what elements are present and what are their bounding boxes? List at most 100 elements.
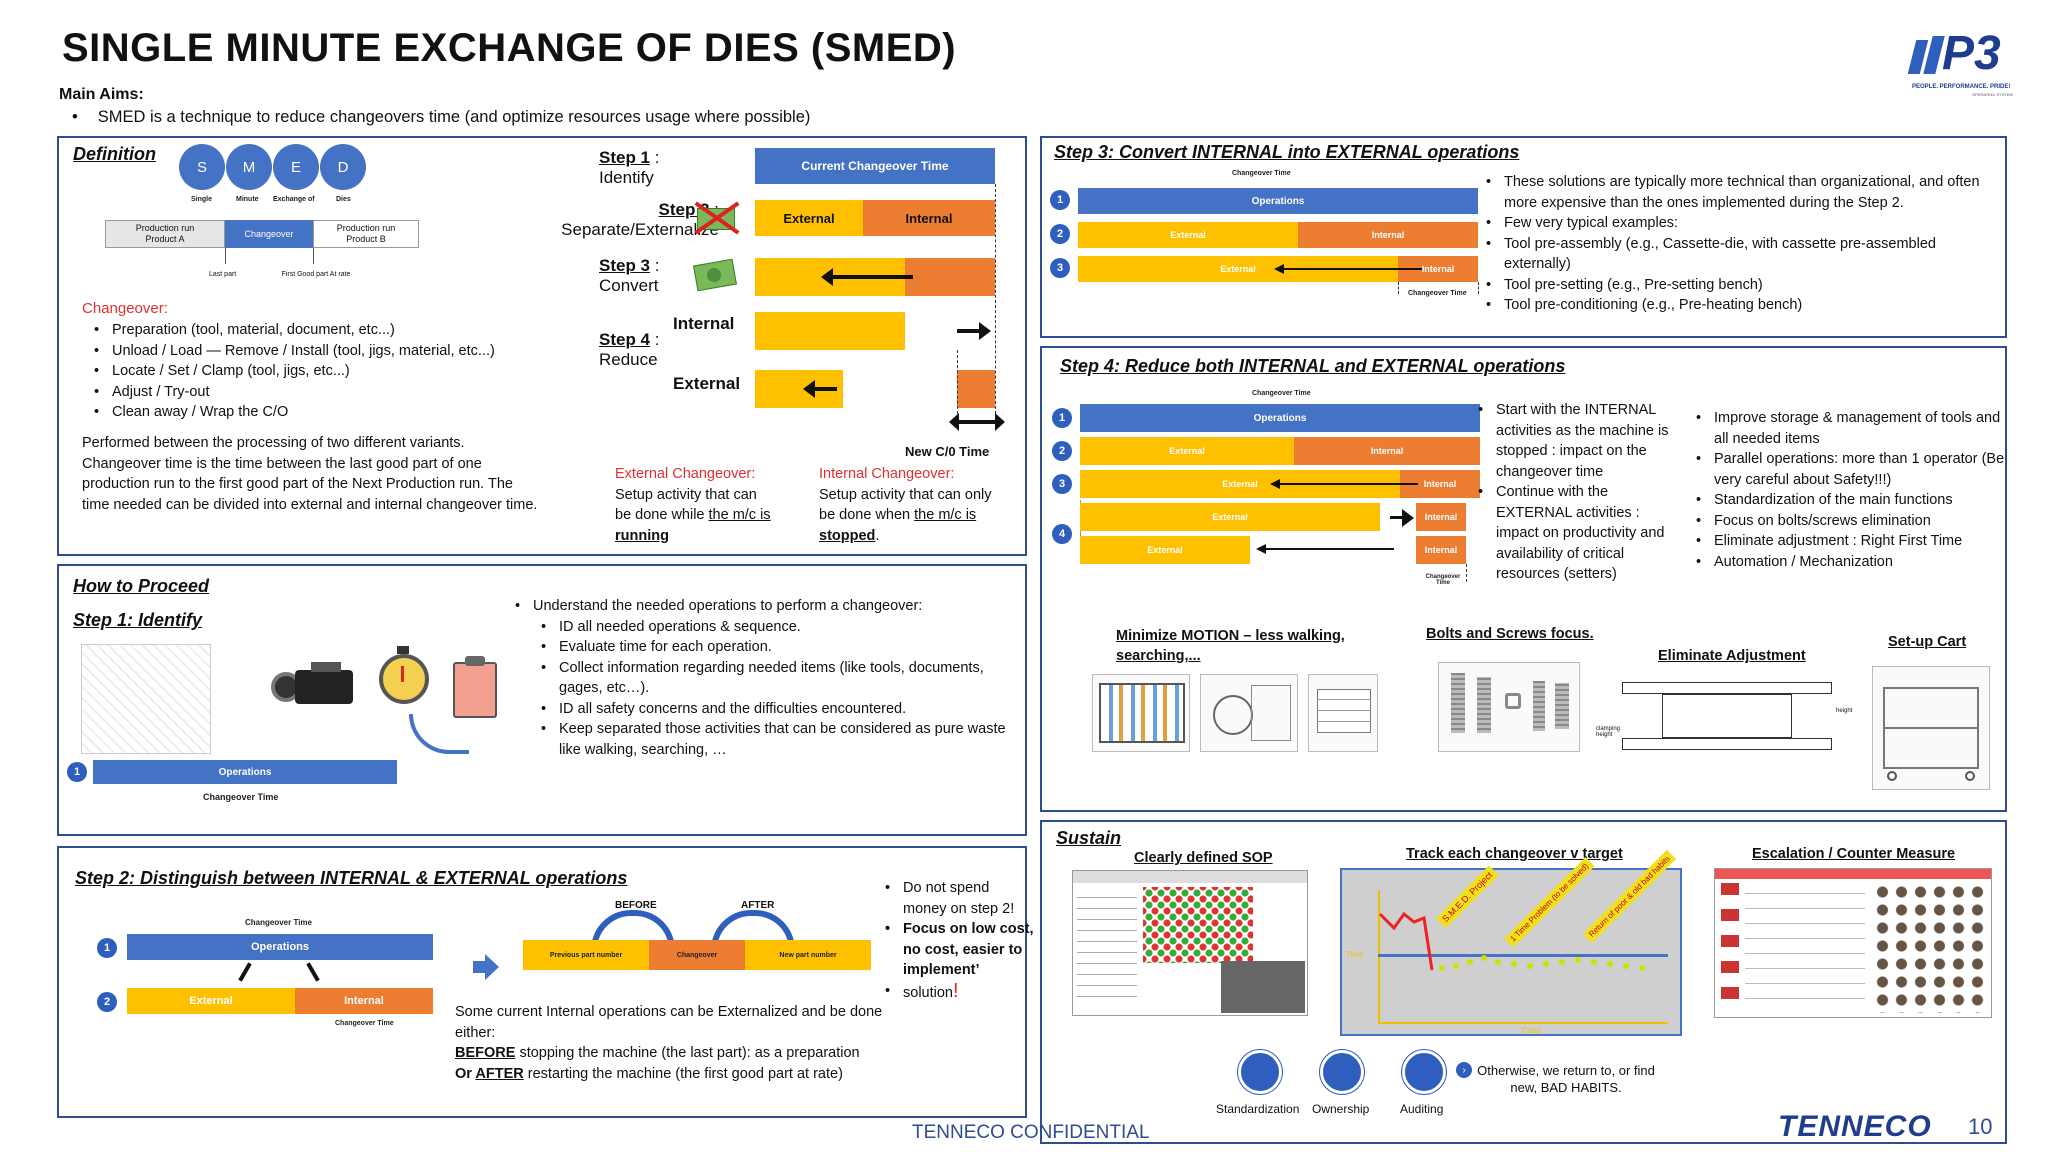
escalation-image xyxy=(1714,868,1992,1018)
step4-num-3: 3 xyxy=(1052,474,1072,494)
sustain-panel: Sustain Clearly defined SOP Track each c… xyxy=(1040,820,2007,1144)
after-label: AFTER xyxy=(741,900,775,911)
sustain-header: Sustain xyxy=(1056,828,1122,848)
definition-header: Definition xyxy=(73,144,156,164)
step3-bullets: These solutions are typically more techn… xyxy=(1486,172,1996,316)
step4-internal-bar xyxy=(957,370,995,408)
step2-internal-bar: Internal xyxy=(863,200,995,236)
external-changeover-def: External Changeover: Setup activity that… xyxy=(615,466,771,544)
page-number: 10 xyxy=(1968,1114,1993,1139)
step2-text: Some current Internal operations can be … xyxy=(455,1004,883,1082)
step3-num-3: 3 xyxy=(1050,258,1070,278)
step2-num-1: 1 xyxy=(97,938,117,958)
auditing-icon xyxy=(1402,1050,1446,1094)
step4-num-2: 2 xyxy=(1052,441,1072,461)
step3-num-2: 2 xyxy=(1050,224,1070,244)
ownership-icon xyxy=(1320,1050,1364,1094)
step4-num-1: 1 xyxy=(1052,408,1072,428)
step2-int-bar: Internal xyxy=(295,988,433,1014)
bolts-label: Bolts and Screws focus. xyxy=(1426,626,1594,642)
machine-image xyxy=(1200,674,1298,752)
bad-habits-text: Otherwise, we return to, or find new, BA… xyxy=(1477,1063,1655,1095)
confidential-label: TENNECO CONFIDENTIAL xyxy=(912,1122,1150,1143)
step3-panel: Step 3: Convert INTERNAL into EXTERNAL o… xyxy=(1040,136,2007,338)
proceed-num-1: 1 xyxy=(67,762,87,782)
main-aims-text: • SMED is a technique to reduce changeove… xyxy=(72,108,811,126)
step2-header: Step 2: Distinguish between INTERNAL & E… xyxy=(75,868,628,888)
step3-ops-bar: Operations xyxy=(1078,188,1478,214)
main-aims-label: Main Aims: xyxy=(59,86,144,103)
proceed-ops-bar: Operations xyxy=(93,760,397,784)
proceed-bullets: Understand the needed operations to perf… xyxy=(515,596,1015,760)
step4-ext-bar-2: External xyxy=(1080,437,1294,465)
step3-arrow xyxy=(821,268,913,286)
crossed-money-icon xyxy=(691,200,741,238)
step3-int-bar-2: Internal xyxy=(1298,222,1478,248)
eliminate-adjust-label: Eliminate Adjustment xyxy=(1658,648,1806,664)
step4-bullets-a: Start with the INTERNAL activities as th… xyxy=(1478,400,1678,585)
sop-label: Clearly defined SOP xyxy=(1134,850,1273,866)
step2-ext-bar: External xyxy=(127,988,295,1014)
step4-ext-bar-4b: External xyxy=(1080,536,1250,564)
ownership-label: Ownership xyxy=(1312,1102,1370,1116)
sop-image xyxy=(1072,870,1308,1016)
page-title: SINGLE MINUTE EXCHANGE OF DIES (SMED) xyxy=(62,26,957,70)
step4-int-bar-4a: Internal xyxy=(1416,503,1466,531)
new-part-bar: New part number xyxy=(745,940,871,970)
auditing-label: Auditing xyxy=(1400,1102,1444,1116)
step2-label: Step 2 :Separate/Externalize xyxy=(561,200,719,239)
cart-image-1 xyxy=(1308,674,1378,752)
before-label: BEFORE xyxy=(615,900,657,911)
step4-num-4: 4 xyxy=(1052,524,1072,544)
smed-letters: S M E D Single Minute Exchange of Dies xyxy=(179,144,379,204)
proceed-step1: Step 1: Identify xyxy=(73,610,203,630)
new-co-label: New C/0 Time xyxy=(905,444,990,459)
tracking-chart: S.M.E.D. Project 1 Time Problem (to be s… xyxy=(1340,849,1682,1036)
step4-ext-bar-4a: External xyxy=(1080,503,1380,531)
standardization-label: Standardization xyxy=(1216,1102,1300,1116)
proceed-panel: How to Proceed Step 1: Identify 1 Operat… xyxy=(57,564,1027,836)
step4-int-bar-4b: Internal xyxy=(1416,536,1466,564)
step4-arrow-b xyxy=(803,380,837,398)
step3-label: Step 3 : Convert xyxy=(599,256,660,295)
adjustment-diagram: clamping height height xyxy=(1596,678,1852,754)
step3-ext-bar-2: External xyxy=(1078,222,1298,248)
stopwatch-icon xyxy=(377,646,433,706)
timeline-diagram: Production run Product A Changeover Prod… xyxy=(105,220,425,300)
step3-internal-bar xyxy=(905,258,995,296)
chevron-right-icon: › xyxy=(1456,1062,1472,1078)
step1-label: Step 1 : Identify xyxy=(599,148,660,187)
prev-part-bar: Previous part number xyxy=(523,940,649,970)
money-icon xyxy=(693,258,737,292)
blue-arrow-icon xyxy=(473,954,499,980)
standardization-icon xyxy=(1238,1050,1282,1094)
changeover-label: Changeover: xyxy=(82,300,168,317)
clipboard-icon xyxy=(449,656,501,720)
curved-arrow xyxy=(409,714,469,754)
tool-board-image xyxy=(1092,674,1190,752)
step3-header: Step 3: Convert INTERNAL into EXTERNAL o… xyxy=(1054,142,1520,162)
minimize-motion-label: Minimize MOTION – less walking, searchin… xyxy=(1116,628,1345,664)
step4-arrow-a xyxy=(957,322,991,340)
tenneco-logo: TENNECO xyxy=(1778,1110,1932,1143)
machine-illustration xyxy=(81,644,211,754)
step4-label: Step 4 : Reduce xyxy=(599,330,660,369)
external-label: External xyxy=(673,374,741,393)
definition-paragraph: Performed between the processing of two … xyxy=(82,435,538,513)
step4-bullets-b: Improve storage & management of tools an… xyxy=(1696,408,2006,572)
step2-external-bar: External xyxy=(755,200,863,236)
changeover-bar: Changeover xyxy=(649,940,745,970)
step4-ops-bar: Operations xyxy=(1080,404,1480,432)
step2-panel: Step 2: Distinguish between INTERNAL & E… xyxy=(57,846,1034,1118)
step2-notes: Do not spend money on step 2! Focus on l… xyxy=(885,878,1035,1003)
step4-int-bar-2: Internal xyxy=(1294,437,1480,465)
setup-cart-label: Set-up Cart xyxy=(1888,634,1967,650)
video-camera-icon xyxy=(271,662,361,718)
escalation-label: Escalation / Counter Measure xyxy=(1752,846,1956,862)
current-changeover-bar: Current Changeover Time xyxy=(755,148,995,184)
setup-cart-image xyxy=(1872,666,1990,790)
step4-bar-a xyxy=(755,312,905,350)
proceed-header: How to Proceed xyxy=(73,576,210,596)
p3-logo: P3 PEOPLE. PERFORMANCE. PRIDE! OPERATING… xyxy=(1907,27,2022,98)
internal-label: Internal xyxy=(673,314,735,333)
